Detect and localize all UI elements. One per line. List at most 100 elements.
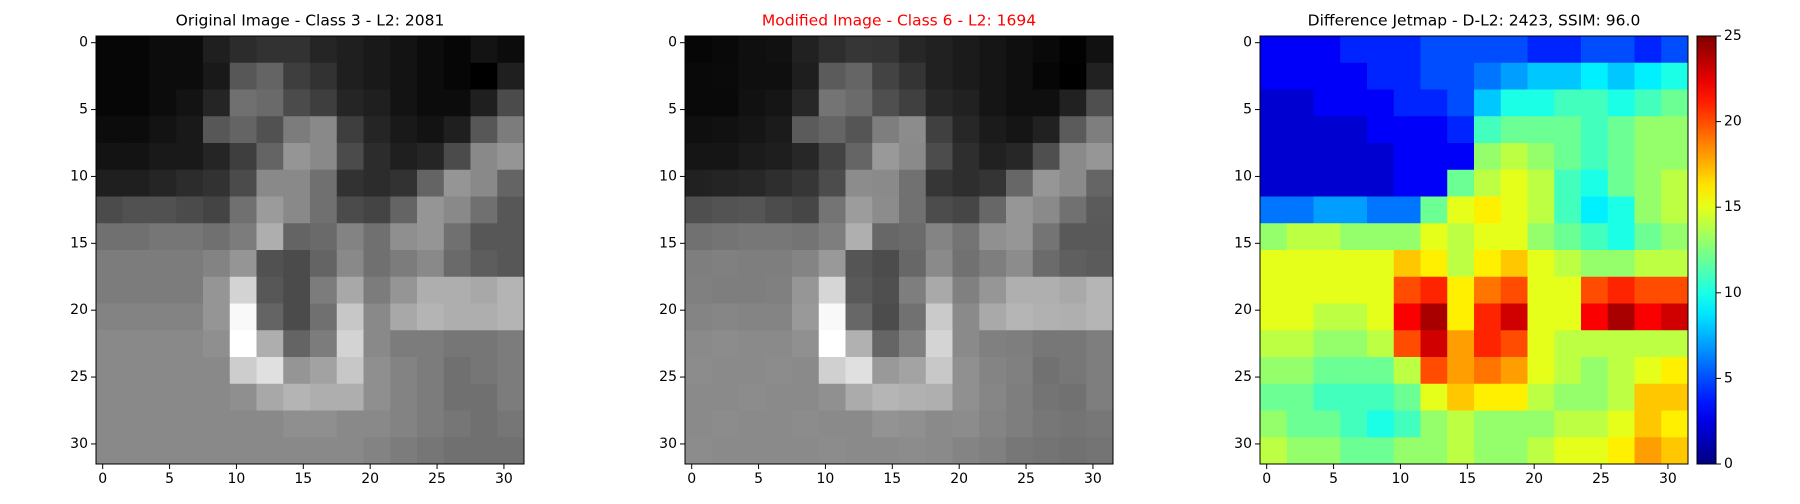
pixel-cell (443, 357, 471, 385)
pixel-cell (310, 303, 338, 331)
pixel-cell (283, 143, 311, 171)
x-tick-label: 25 (1592, 471, 1610, 487)
pixel-cell (336, 330, 364, 358)
pixel-cell (417, 169, 445, 197)
pixel-cell (979, 410, 1007, 438)
pixel-cell (203, 89, 231, 117)
pixel-cell (925, 143, 953, 171)
pixel-cell (96, 143, 124, 171)
pixel-cell (122, 276, 150, 304)
pixel-cell (1500, 62, 1528, 90)
y-tick-label: 20 (1234, 302, 1252, 318)
pixel-cell (1032, 223, 1060, 251)
pixel-cell (336, 437, 364, 465)
pixel-cell (1554, 169, 1582, 197)
pixel-cell (1527, 223, 1555, 251)
pixel-cell (390, 62, 418, 90)
pixel-cell (417, 143, 445, 171)
pixel-cell (792, 36, 820, 64)
pixel-cell (122, 437, 150, 465)
pixel-cell (1554, 89, 1582, 117)
pixel-cell (711, 330, 739, 358)
pixel-cell (96, 437, 124, 465)
pixel-cell (979, 437, 1007, 465)
pixel-cell (1286, 330, 1314, 358)
pixel-cell (283, 330, 311, 358)
pixel-cell (792, 303, 820, 331)
pixel-cell (1340, 89, 1368, 117)
pixel-cell (470, 303, 498, 331)
pixel-cell (176, 276, 204, 304)
pixel-cell (685, 223, 713, 251)
pixel-cell (1607, 196, 1635, 224)
pixel-cell (1286, 357, 1314, 385)
pixel-cell (1260, 116, 1288, 144)
pixel-cell (1313, 437, 1341, 465)
pixel-cell (1500, 383, 1528, 411)
pixel-cell (1661, 62, 1689, 90)
pixel-cell (256, 169, 284, 197)
pixel-cell (818, 410, 846, 438)
pixel-cell (738, 196, 766, 224)
pixel-cell (1447, 437, 1475, 465)
pixel-cell (979, 357, 1007, 385)
pixel-cell (443, 223, 471, 251)
pixel-cell (899, 330, 927, 358)
pixel-cell (818, 196, 846, 224)
pixel-cell (792, 223, 820, 251)
pixel-cell (122, 36, 150, 64)
pixel-cell (1554, 36, 1582, 64)
pixel-cell (149, 36, 177, 64)
pixel-cell (1581, 36, 1609, 64)
pixel-cell (685, 169, 713, 197)
colorbar-tick-label: 10 (1724, 285, 1742, 301)
pixel-cell (1286, 383, 1314, 411)
pixel-cell (203, 116, 231, 144)
pixel-cell (1340, 437, 1368, 465)
pixel-cell (979, 303, 1007, 331)
pixel-cell (872, 437, 900, 465)
pixel-cell (443, 410, 471, 438)
pixel-cell (176, 437, 204, 465)
pixel-cell (390, 143, 418, 171)
pixel-cell (1059, 116, 1087, 144)
pixel-cell (685, 143, 713, 171)
pixel-cell (872, 330, 900, 358)
pixel-cell (711, 303, 739, 331)
pixel-cell (1006, 116, 1034, 144)
pixel-cell (1340, 330, 1368, 358)
pixel-cell (497, 223, 525, 251)
pixel-cell (1447, 410, 1475, 438)
pixel-cell (1059, 169, 1087, 197)
pixel-cell (417, 196, 445, 224)
pixel-cell (1367, 357, 1395, 385)
pixel-cell (256, 89, 284, 117)
pixel-cell (1607, 36, 1635, 64)
pixel-cell (952, 357, 980, 385)
pixel-cell (336, 89, 364, 117)
pixel-cell (96, 410, 124, 438)
pixel-cell (310, 357, 338, 385)
pixel-cell (443, 143, 471, 171)
pixel-cell (149, 223, 177, 251)
pixel-cell (203, 276, 231, 304)
pixel-cell (122, 330, 150, 358)
pixel-cell (176, 196, 204, 224)
pixel-cell (685, 89, 713, 117)
pixel-cell (925, 383, 953, 411)
pixel-cell (925, 223, 953, 251)
pixel-cell (1500, 196, 1528, 224)
pixel-cell (1661, 116, 1689, 144)
pixel-cell (979, 276, 1007, 304)
pixel-cell (1006, 330, 1034, 358)
pixel-cell (1286, 169, 1314, 197)
pixel-cell (176, 250, 204, 278)
pixel-cell (792, 116, 820, 144)
pixel-cell (952, 250, 980, 278)
pixel-cell (1393, 330, 1421, 358)
pixel-cell (1367, 62, 1395, 90)
pixel-cell (738, 303, 766, 331)
x-tick-label: 30 (495, 471, 513, 487)
pixel-cell (1420, 357, 1448, 385)
pixel-cell (363, 410, 391, 438)
